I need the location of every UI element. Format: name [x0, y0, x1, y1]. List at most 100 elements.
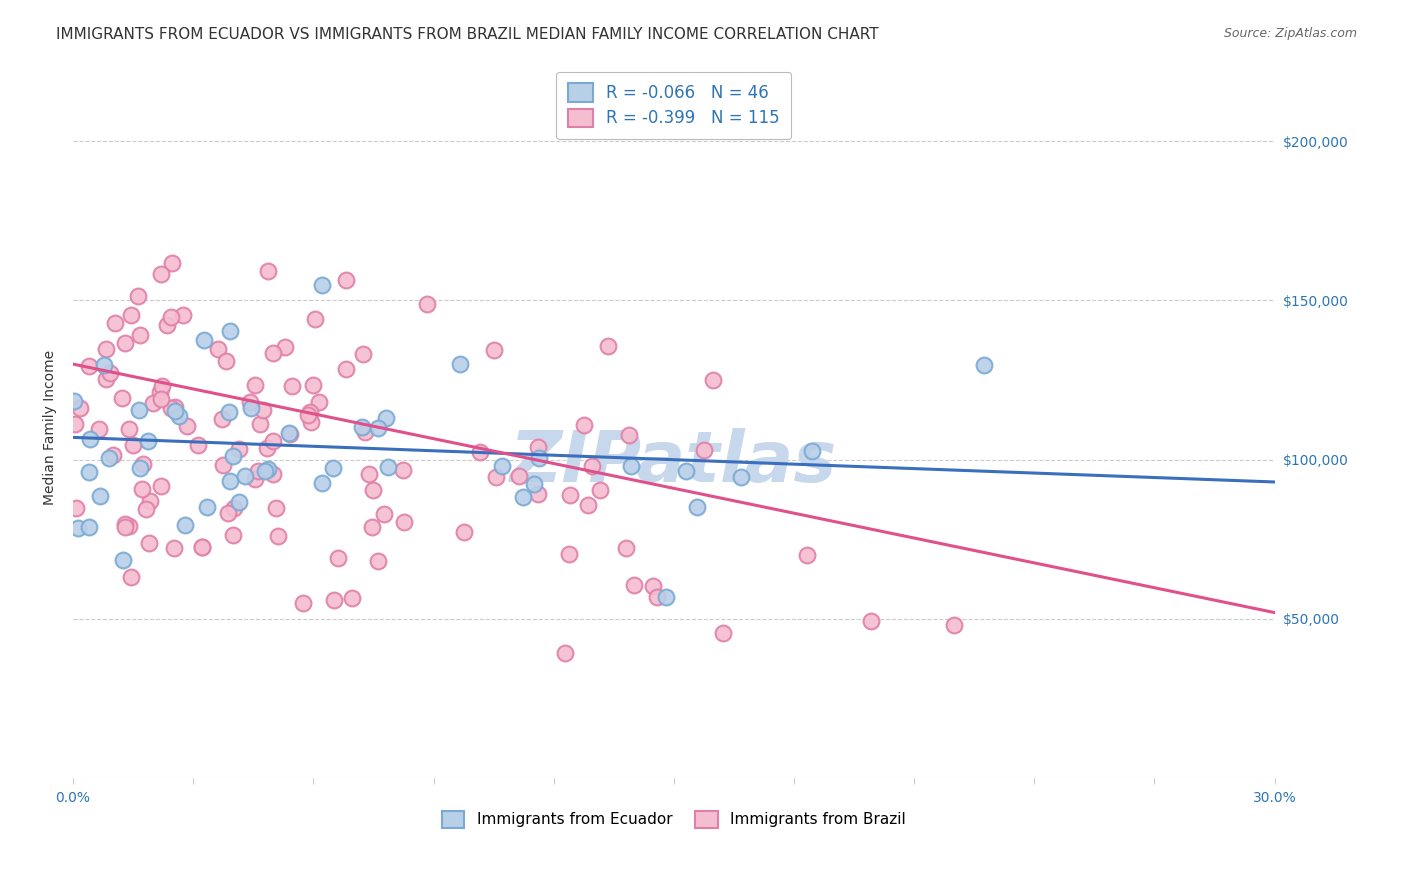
- Point: [482, 343, 505, 358]
- Point: [263, 467, 285, 481]
- Point: [588, 483, 610, 497]
- Point: [217, 506, 239, 520]
- Point: [163, 541, 186, 555]
- Point: [193, 333, 215, 347]
- Point: [675, 464, 697, 478]
- Point: [128, 403, 150, 417]
- Point: [222, 449, 245, 463]
- Point: [160, 256, 183, 270]
- Point: [187, 438, 209, 452]
- Point: [176, 419, 198, 434]
- Point: [523, 476, 546, 491]
- Point: [360, 520, 382, 534]
- Point: [326, 551, 349, 566]
- Point: [252, 403, 274, 417]
- Point: [512, 491, 534, 505]
- Point: [254, 464, 277, 478]
- Point: [453, 524, 475, 539]
- Point: [274, 340, 297, 354]
- Point: [136, 434, 159, 448]
- Point: [711, 626, 734, 640]
- Point: [163, 401, 186, 415]
- Point: [311, 476, 333, 491]
- Point: [112, 552, 135, 566]
- Point: [335, 362, 357, 376]
- Text: Source: ZipAtlas.com: Source: ZipAtlas.com: [1223, 27, 1357, 40]
- Point: [641, 579, 664, 593]
- Point: [118, 519, 141, 533]
- Point: [576, 498, 599, 512]
- Point: [150, 478, 173, 492]
- Text: IMMIGRANTS FROM ECUADOR VS IMMIGRANTS FROM BRAZIL MEDIAN FAMILY INCOME CORRELATI: IMMIGRANTS FROM ECUADOR VS IMMIGRANTS FR…: [56, 27, 879, 42]
- Point: [191, 540, 214, 554]
- Point: [156, 318, 179, 332]
- Point: [138, 493, 160, 508]
- Point: [219, 325, 242, 339]
- Point: [142, 396, 165, 410]
- Point: [297, 408, 319, 422]
- Point: [558, 547, 581, 561]
- Point: [195, 500, 218, 514]
- Point: [149, 392, 172, 406]
- Point: [65, 500, 87, 515]
- Legend: Immigrants from Ecuador, Immigrants from Brazil: Immigrants from Ecuador, Immigrants from…: [436, 805, 912, 834]
- Text: ZIPatlas: ZIPatlas: [510, 428, 838, 498]
- Point: [800, 444, 823, 458]
- Point: [352, 347, 374, 361]
- Point: [262, 345, 284, 359]
- Point: [94, 372, 117, 386]
- Point: [89, 422, 111, 436]
- Point: [215, 354, 238, 368]
- Point: [239, 394, 262, 409]
- Point: [135, 501, 157, 516]
- Point: [247, 464, 270, 478]
- Point: [973, 358, 995, 372]
- Point: [218, 475, 240, 489]
- Point: [299, 405, 322, 419]
- Point: [554, 646, 576, 660]
- Point: [374, 410, 396, 425]
- Point: [149, 385, 172, 400]
- Point: [77, 520, 100, 534]
- Point: [77, 465, 100, 479]
- Point: [257, 461, 280, 475]
- Point: [560, 488, 582, 502]
- Point: [299, 415, 322, 429]
- Point: [131, 482, 153, 496]
- Point: [581, 459, 603, 474]
- Point: [98, 450, 121, 465]
- Point: [94, 342, 117, 356]
- Point: [169, 409, 191, 424]
- Point: [574, 418, 596, 433]
- Point: [335, 273, 357, 287]
- Point: [527, 486, 550, 500]
- Point: [685, 500, 707, 515]
- Point: [228, 495, 250, 509]
- Point: [264, 501, 287, 516]
- Point: [98, 366, 121, 380]
- Point: [340, 591, 363, 606]
- Point: [373, 507, 395, 521]
- Point: [416, 297, 439, 311]
- Point: [645, 591, 668, 605]
- Point: [354, 425, 377, 440]
- Point: [308, 395, 330, 409]
- Point: [449, 357, 471, 371]
- Point: [160, 401, 183, 416]
- Point: [118, 422, 141, 436]
- Point: [598, 339, 620, 353]
- Point: [508, 468, 530, 483]
- Point: [256, 264, 278, 278]
- Point: [277, 425, 299, 440]
- Point: [138, 536, 160, 550]
- Point: [150, 379, 173, 393]
- Point: [367, 554, 389, 568]
- Point: [322, 460, 344, 475]
- Point: [262, 434, 284, 449]
- Point: [233, 469, 256, 483]
- Point: [702, 373, 724, 387]
- Point: [623, 578, 645, 592]
- Point: [322, 593, 344, 607]
- Point: [243, 378, 266, 392]
- Point: [79, 359, 101, 373]
